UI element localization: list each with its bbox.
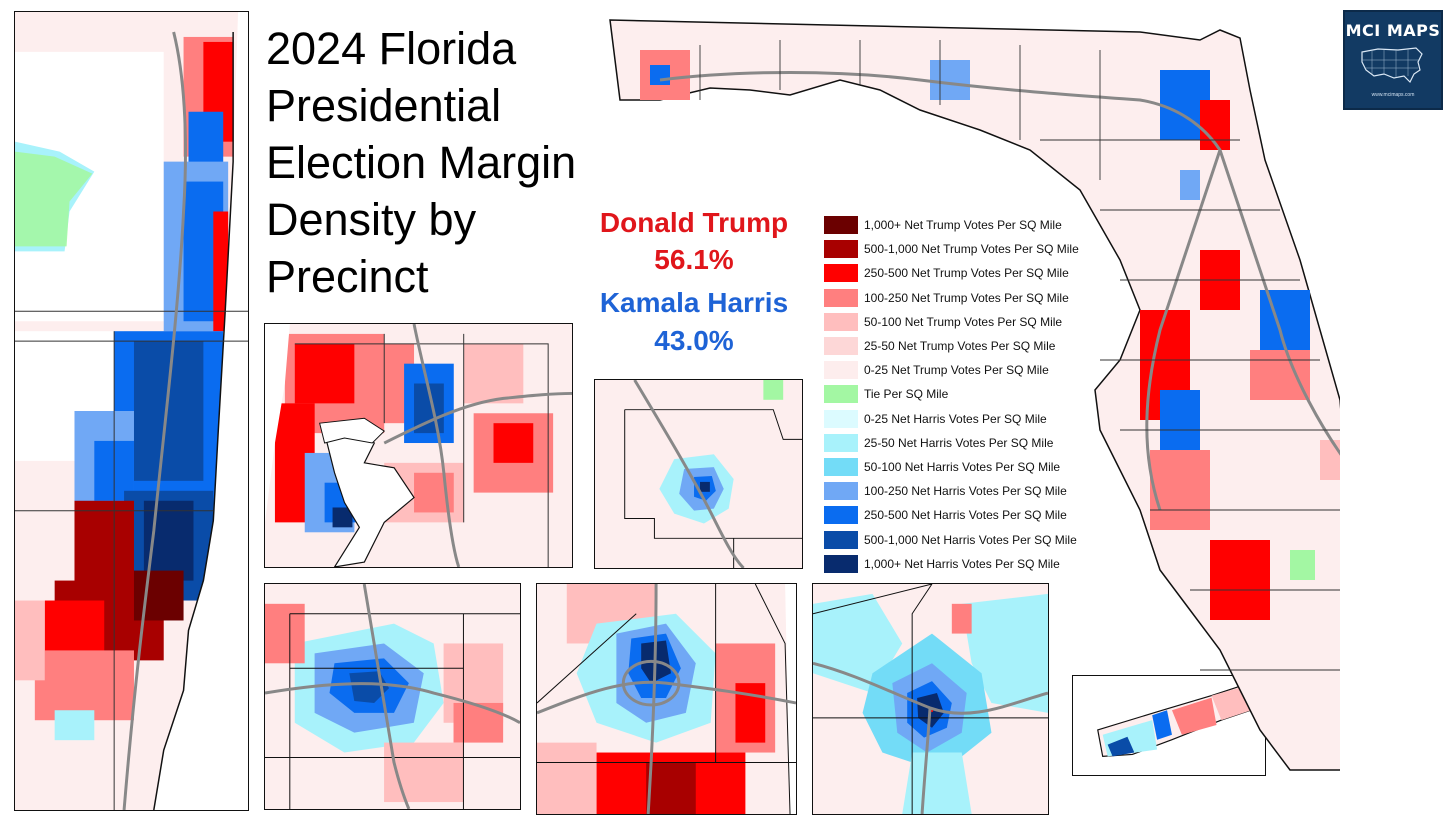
legend-swatch (824, 288, 858, 307)
legend-item: 1,000+ Net Harris Votes Per SQ Mile (824, 552, 1124, 576)
legend-item: 500-1,000 Net Trump Votes Per SQ Mile (824, 237, 1124, 261)
legend-swatch (824, 312, 858, 331)
legend-swatch (824, 482, 858, 501)
title-line-1: 2024 Florida (266, 23, 517, 74)
legend-item: 25-50 Net Harris Votes Per SQ Mile (824, 431, 1124, 455)
harris-percent: 43.0% (654, 325, 734, 356)
legend-label: 250-500 Net Harris Votes Per SQ Mile (864, 508, 1067, 523)
legend-label: 50-100 Net Trump Votes Per SQ Mile (864, 314, 1063, 329)
legend-label: 0-25 Net Trump Votes Per SQ Mile (864, 363, 1049, 378)
legend-swatch (824, 361, 858, 380)
inset-southeast-coast-map (15, 12, 248, 810)
mci-maps-logo: MCI MAPS www.mcimaps.com (1343, 10, 1443, 110)
legend-item: 25-50 Net Trump Votes Per SQ Mile (824, 334, 1124, 358)
legend-item: 50-100 Net Trump Votes Per SQ Mile (824, 310, 1124, 334)
legend-swatch (824, 385, 858, 404)
logo-title: MCI MAPS (1345, 21, 1441, 40)
florida-statewide-map (609, 19, 1340, 771)
legend-item: 100-250 Net Trump Votes Per SQ Mile (824, 286, 1124, 310)
usa-outline-icon (1361, 47, 1423, 84)
legend-label: 25-50 Net Trump Votes Per SQ Mile (864, 339, 1056, 354)
florida-land (609, 19, 1340, 771)
logo-url: www.mcimaps.com (1371, 92, 1415, 98)
inset-gainesville-map (595, 380, 802, 568)
legend-label: 100-250 Net Trump Votes Per SQ Mile (864, 290, 1069, 305)
map-title: 2024 Florida Presidential Election Margi… (266, 20, 626, 305)
title-line-4: Density by (266, 194, 477, 245)
inset-gainesville (594, 379, 803, 569)
legend-label: 0-25 Net Harris Votes Per SQ Mile (864, 411, 1047, 426)
title-line-3: Election Margin (266, 137, 577, 188)
legend-swatch (824, 506, 858, 525)
legend-item: 0-25 Net Harris Votes Per SQ Mile (824, 407, 1124, 431)
legend-item: Tie Per SQ Mile (824, 382, 1124, 406)
inset-florida-keys-map (1073, 676, 1265, 775)
legend-label: Tie Per SQ Mile (864, 387, 949, 402)
inset-southeast-coast (14, 11, 249, 811)
inset-tallahassee-map (813, 584, 1048, 814)
legend-label: 50-100 Net Harris Votes Per SQ Mile (864, 459, 1061, 474)
legend-label: 25-50 Net Harris Votes Per SQ Mile (864, 435, 1054, 450)
inset-jacksonville-map (537, 584, 796, 814)
legend-swatch (824, 409, 858, 428)
legend-swatch (824, 530, 858, 549)
inset-tampa-bay (264, 323, 573, 568)
legend-label: 1,000+ Net Harris Votes Per SQ Mile (864, 556, 1060, 571)
inset-orlando-map (265, 584, 520, 809)
legend-item: 50-100 Net Harris Votes Per SQ Mile (824, 455, 1124, 479)
legend-label: 500-1,000 Net Harris Votes Per SQ Mile (864, 532, 1077, 547)
inset-tampa-bay-map (265, 324, 572, 567)
legend-swatch (824, 457, 858, 476)
inset-jacksonville (536, 583, 797, 815)
legend-label: 100-250 Net Harris Votes Per SQ Mile (864, 484, 1067, 499)
legend-item: 500-1,000 Net Harris Votes Per SQ Mile (824, 527, 1124, 551)
legend-label: 250-500 Net Trump Votes Per SQ Mile (864, 266, 1069, 281)
inset-florida-keys (1072, 675, 1266, 776)
legend-item: 100-250 Net Harris Votes Per SQ Mile (824, 479, 1124, 503)
harris-name: Kamala Harris (599, 287, 789, 318)
inset-tallahassee (812, 583, 1049, 815)
legend-swatch (824, 337, 858, 356)
legend-item: 250-500 Net Harris Votes Per SQ Mile (824, 503, 1124, 527)
legend-swatch (824, 554, 858, 573)
title-line-5: Precinct (266, 251, 429, 302)
legend-label: 500-1,000 Net Trump Votes Per SQ Mile (864, 242, 1079, 257)
legend-label: 1,000+ Net Trump Votes Per SQ Mile (864, 218, 1062, 233)
legend-swatch (824, 216, 858, 235)
legend-swatch (824, 264, 858, 283)
legend: 1,000+ Net Trump Votes Per SQ Mile 500-1,… (824, 213, 1124, 576)
legend-swatch (824, 240, 858, 259)
trump-percent: 56.1% (654, 244, 734, 275)
legend-item: 250-500 Net Trump Votes Per SQ Mile (824, 261, 1124, 285)
trump-name: Donald Trump (599, 207, 789, 238)
legend-swatch (824, 433, 858, 452)
title-line-2: Presidential (266, 80, 502, 131)
legend-item: 1,000+ Net Trump Votes Per SQ Mile (824, 213, 1124, 237)
legend-item: 0-25 Net Trump Votes Per SQ Mile (824, 358, 1124, 382)
inset-orlando (264, 583, 521, 810)
